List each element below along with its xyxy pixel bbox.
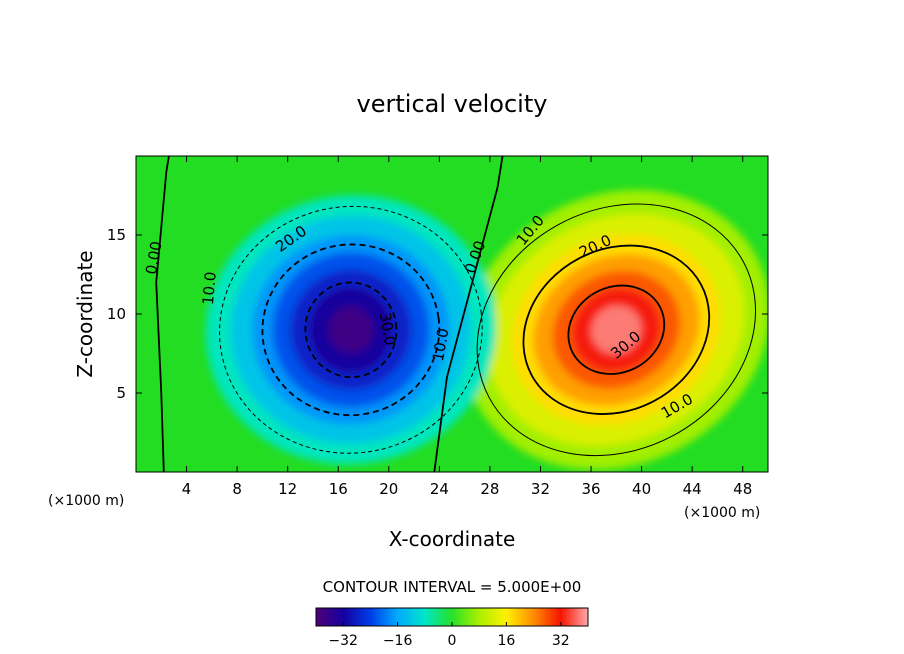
chart-title: vertical velocity	[357, 90, 548, 118]
x-unit-left: (×1000 m)	[48, 493, 124, 509]
contour-label: 0.00	[142, 240, 166, 276]
x-axis-label: X-coordinate	[389, 527, 516, 551]
x-tick-label: 16	[329, 480, 348, 498]
colorbar-tick-label: 32	[552, 633, 570, 649]
contour-label: 10.0	[199, 271, 220, 306]
contour-line	[522, 244, 711, 415]
x-tick-label: 28	[480, 480, 499, 498]
contour-line	[567, 284, 666, 375]
downdraft-band	[328, 306, 374, 354]
x-tick-label: 8	[232, 480, 242, 498]
colorbar-tick-label: −16	[383, 633, 413, 649]
velocity-field	[136, 156, 768, 472]
colorbar-tick-label: 0	[448, 633, 457, 649]
x-tick-label: 40	[632, 480, 651, 498]
contour-label: 30.0	[376, 311, 400, 347]
x-tick-label: 44	[683, 480, 702, 498]
x-tick-label: 4	[182, 480, 192, 498]
colorbar-tick-label: 16	[497, 633, 515, 649]
x-unit-right: (×1000 m)	[684, 505, 760, 521]
contour-label: 10.0	[429, 327, 453, 363]
x-tick-label: 36	[581, 480, 600, 498]
updraft-band	[591, 305, 642, 354]
x-tick-label: 48	[733, 480, 752, 498]
x-tick-label: 24	[430, 480, 449, 498]
x-tick-label: 32	[531, 480, 550, 498]
contour-line	[219, 205, 483, 454]
x-axis-ticks: 4 8 12 16 20 24 28 32 36 40 44 48	[182, 156, 752, 498]
colorbar-ticks: −32 −16 0 16 32	[328, 622, 570, 649]
x-tick-label: 20	[379, 480, 398, 498]
contour-line	[476, 203, 756, 457]
y-tick-label: 10	[107, 305, 126, 323]
zero-contour	[433, 156, 504, 472]
x-tick-label: 12	[278, 480, 297, 498]
y-tick-label: 15	[107, 226, 126, 244]
zero-contour	[155, 156, 170, 472]
contour-line	[304, 281, 398, 379]
contour-line	[261, 243, 441, 417]
y-axis-ticks: 5 10 15	[107, 226, 768, 402]
contour-interval-text: CONTOUR INTERVAL = 5.000E+00	[323, 578, 582, 596]
y-axis-label: Z-coordinate	[73, 250, 97, 377]
y-tick-label: 5	[116, 384, 126, 402]
colorbar-tick-label: −32	[328, 633, 358, 649]
